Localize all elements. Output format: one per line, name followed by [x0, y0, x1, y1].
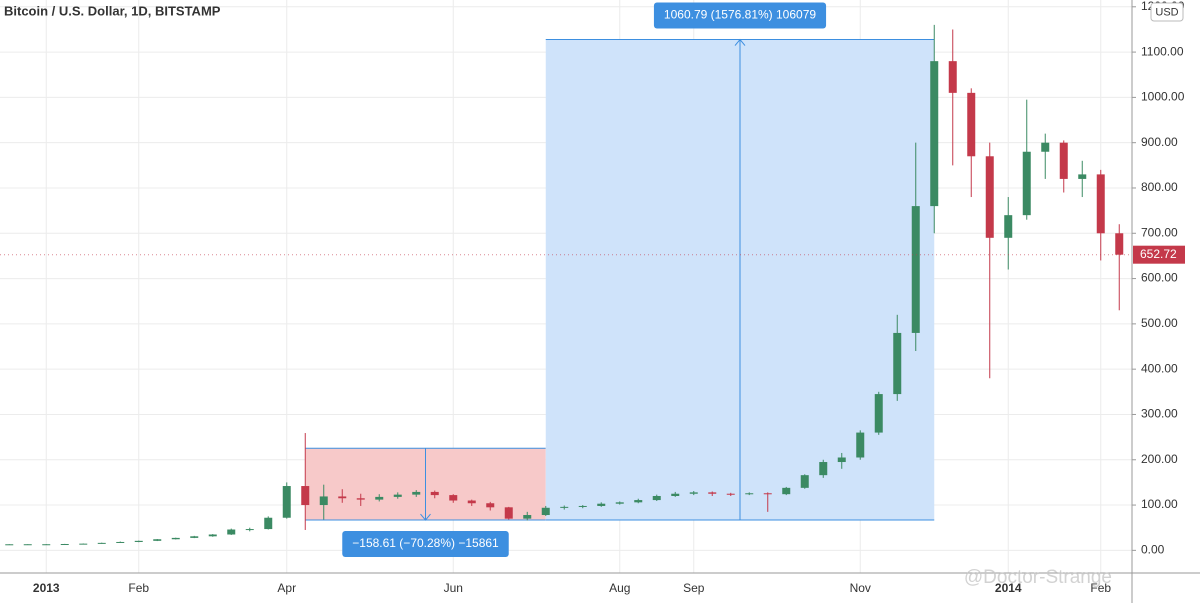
- y-tick-label: 900.00: [1141, 135, 1178, 149]
- candle-body: [23, 544, 32, 546]
- candle-body: [911, 206, 920, 333]
- candle-body: [708, 492, 717, 494]
- candle-body: [412, 491, 421, 495]
- candle-body: [60, 544, 69, 546]
- x-tick-label: Aug: [609, 581, 630, 595]
- candle-body: [745, 493, 754, 495]
- candle-body: [1115, 233, 1124, 255]
- measure-label-box: [342, 531, 509, 558]
- candle-body: [153, 539, 162, 541]
- x-tick-label: 2014: [995, 581, 1022, 595]
- candle-body: [560, 506, 569, 508]
- candle-body: [615, 502, 624, 504]
- candle-body: [1078, 174, 1087, 179]
- x-tick-label: Feb: [1090, 581, 1111, 595]
- candle-body: [319, 496, 328, 506]
- candle-body: [486, 503, 495, 508]
- candle-body: [1004, 215, 1013, 238]
- candle-body: [1096, 174, 1105, 234]
- candle-body: [430, 491, 439, 496]
- x-tick-label: Sep: [683, 581, 705, 595]
- candle-body: [467, 500, 476, 504]
- candle-body: [301, 486, 310, 506]
- y-tick-label: 500.00: [1141, 316, 1178, 330]
- candle-body: [1022, 151, 1031, 216]
- candle-body: [356, 498, 365, 500]
- y-tick-label: 1000.00: [1141, 90, 1185, 104]
- candle-body: [97, 542, 106, 544]
- x-tick-label: Feb: [128, 581, 149, 595]
- y-tick-label: 200.00: [1141, 452, 1178, 466]
- candle-body: [190, 536, 199, 538]
- candle-body: [541, 507, 550, 516]
- candle-body: [1041, 142, 1050, 152]
- candle-body: [652, 495, 661, 501]
- chart-title: Bitcoin / U.S. Dollar, 1D, BITSTAMP: [4, 3, 221, 18]
- arrow-head: [734, 38, 746, 46]
- candle-body: [171, 537, 180, 540]
- candle-body: [782, 487, 791, 495]
- candle-body: [245, 529, 254, 531]
- candle-body: [5, 544, 14, 546]
- candle-body: [1059, 142, 1068, 179]
- y-tick-label: 700.00: [1141, 225, 1178, 239]
- x-tick-label: Jun: [444, 581, 463, 595]
- arrow-head: [420, 513, 431, 521]
- candle-body: [634, 500, 643, 503]
- candles: [5, 24, 1124, 546]
- candle-body: [930, 61, 939, 207]
- candle-body: [578, 505, 587, 507]
- y-tick-label: 600.00: [1141, 271, 1178, 285]
- y-tick-label: 1100.00: [1141, 44, 1184, 58]
- y-tick-label: 800.00: [1141, 180, 1178, 194]
- candle-body: [227, 529, 236, 535]
- candle-body: [116, 541, 125, 543]
- candle-body: [134, 540, 143, 542]
- last-price-box: [1133, 245, 1185, 264]
- candle-body: [893, 332, 902, 395]
- measure-label: 1060.79 (1576.81%) 106079: [664, 8, 816, 22]
- candle-body: [726, 493, 735, 495]
- measure-label: −158.61 (−70.28%) −15861: [352, 536, 499, 550]
- candle-body: [967, 92, 976, 157]
- candle-body: [948, 61, 957, 93]
- candle-body: [874, 394, 883, 433]
- candle-body: [837, 457, 846, 463]
- measure-label-box: [653, 2, 827, 29]
- candle-body: [523, 515, 532, 519]
- candle-body: [375, 496, 384, 500]
- candle-body: [819, 462, 828, 476]
- candle-body: [79, 543, 88, 545]
- candle-body: [689, 492, 698, 494]
- y-tick-label: 0.00: [1141, 543, 1165, 557]
- currency-label[interactable]: USD: [1155, 6, 1178, 18]
- candle-body: [208, 534, 217, 537]
- last-price-label: 652.72: [1140, 247, 1177, 261]
- candle-body: [42, 544, 51, 546]
- candle-body: [985, 156, 994, 238]
- watermark: @Doctor-Strange: [964, 567, 1112, 588]
- candle-body: [282, 486, 291, 518]
- candle-body: [856, 432, 865, 458]
- candle-body: [597, 503, 606, 506]
- candle-body: [504, 507, 513, 519]
- candle-body: [338, 496, 347, 499]
- candle-body: [264, 517, 273, 530]
- y-tick-label: 300.00: [1141, 407, 1178, 421]
- candle-body: [800, 475, 809, 488]
- annotations: −158.61 (−70.28%) −15861 1060.79 (1576.81…: [305, 2, 935, 558]
- x-tick-label: Apr: [277, 581, 296, 595]
- candle-body: [449, 495, 458, 501]
- candle-body: [763, 493, 772, 495]
- candle-body: [671, 493, 680, 496]
- y-tick-label: 100.00: [1141, 497, 1178, 511]
- x-tick-label: 2013: [33, 581, 60, 595]
- candle-body: [393, 494, 402, 497]
- x-tick-label: Nov: [850, 581, 871, 595]
- y-tick-label: 400.00: [1141, 361, 1178, 375]
- currency-box[interactable]: [1150, 2, 1184, 22]
